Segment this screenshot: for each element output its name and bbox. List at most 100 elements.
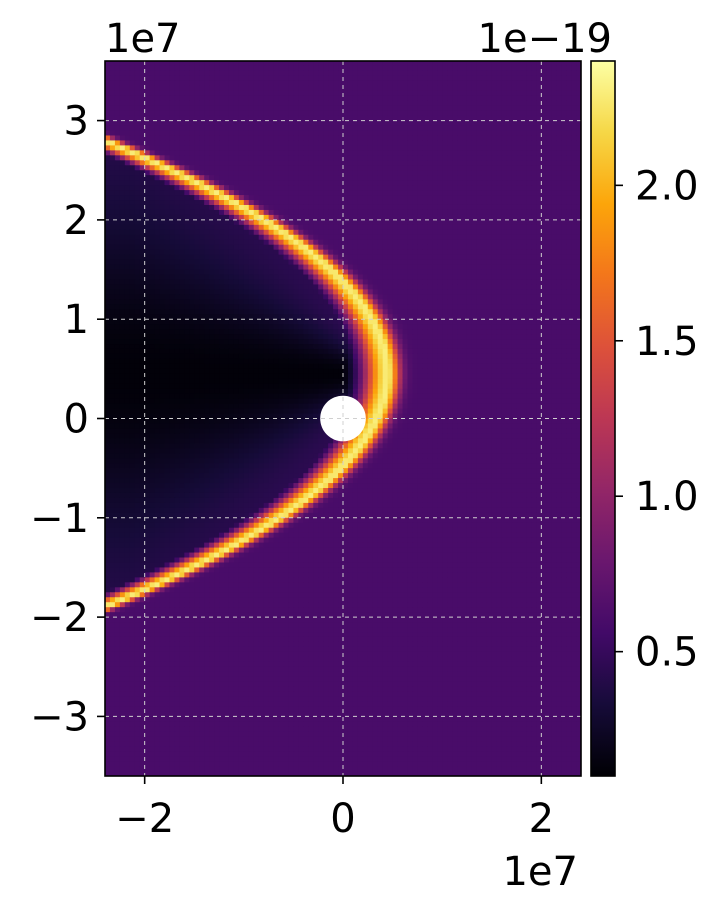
heatmap-cell — [357, 239, 364, 246]
heatmap-cell — [576, 195, 581, 201]
heatmap-cell — [402, 219, 409, 226]
heatmap-cell — [551, 115, 557, 122]
heatmap-cell — [417, 80, 423, 87]
heatmap-cell — [427, 145, 433, 151]
heatmap-cell — [233, 195, 240, 201]
heatmap-cell — [209, 204, 215, 211]
heatmap-cell — [258, 214, 265, 221]
heatmap-cell — [308, 289, 314, 295]
heatmap-cell — [486, 314, 493, 320]
heatmap-cell — [462, 180, 468, 186]
heatmap-cell — [105, 61, 111, 67]
heatmap-cell — [109, 195, 116, 201]
heatmap-cell — [159, 170, 166, 176]
heatmap-cell — [491, 160, 498, 166]
heatmap-cell — [119, 190, 126, 196]
heatmap-cell — [372, 264, 379, 271]
heatmap-cell — [536, 289, 542, 295]
heatmap-cell — [258, 145, 265, 151]
heatmap-cell — [204, 95, 210, 102]
heatmap-cell — [199, 239, 205, 246]
heatmap-cell — [219, 135, 225, 142]
heatmap-cell — [407, 269, 414, 276]
heatmap-cell — [481, 229, 488, 236]
heatmap-cell — [233, 239, 240, 246]
heatmap-cell — [392, 299, 399, 305]
heatmap-cell — [466, 170, 473, 176]
heatmap-cell — [397, 274, 404, 281]
heatmap-cell — [521, 209, 528, 216]
heatmap-cell — [214, 244, 220, 251]
heatmap-cell — [392, 279, 399, 286]
heatmap-cell — [561, 150, 567, 156]
heatmap-cell — [268, 185, 275, 191]
heatmap-cell — [541, 279, 547, 286]
heatmap-cell — [139, 95, 146, 102]
heatmap-cell — [362, 115, 369, 122]
heatmap-cell — [204, 274, 210, 281]
heatmap-cell — [253, 85, 260, 92]
heatmap-cell — [144, 314, 151, 320]
heatmap-cell — [184, 105, 190, 112]
heatmap-cell — [571, 244, 577, 251]
heatmap-cell — [184, 170, 190, 176]
heatmap-cell — [496, 110, 503, 117]
heatmap-cell — [427, 80, 433, 87]
heatmap-cell — [541, 175, 547, 181]
heatmap-cell — [338, 130, 344, 137]
heatmap-cell — [189, 125, 195, 132]
heatmap-cell — [551, 145, 557, 151]
heatmap-cell — [566, 75, 572, 82]
heatmap-cell — [471, 239, 478, 246]
heatmap-cell — [338, 244, 344, 251]
heatmap-cell — [248, 224, 255, 231]
heatmap-cell — [119, 130, 126, 137]
heatmap-cell — [462, 299, 468, 305]
heatmap-cell — [243, 314, 250, 320]
heatmap-cell — [228, 269, 235, 276]
heatmap-cell — [179, 214, 185, 221]
heatmap-cell — [437, 90, 443, 97]
heatmap-cell — [377, 185, 384, 191]
heatmap-cell — [536, 309, 542, 315]
heatmap-cell — [382, 304, 389, 310]
heatmap-cell — [293, 80, 299, 87]
heatmap-cell — [377, 65, 384, 72]
heatmap-cell — [526, 155, 533, 161]
heatmap-cell — [457, 120, 463, 127]
heatmap-cell — [263, 294, 270, 300]
heatmap-cell — [551, 279, 557, 286]
heatmap-cell — [333, 80, 339, 87]
heatmap-cell — [209, 115, 215, 122]
heatmap-cell — [189, 110, 195, 117]
heatmap-cell — [174, 140, 180, 147]
heatmap-cell — [362, 61, 369, 67]
heatmap-cell — [174, 130, 180, 137]
heatmap-cell — [566, 105, 572, 112]
heatmap-cell — [303, 70, 309, 77]
heatmap-cell — [382, 160, 389, 166]
heatmap-cell — [139, 249, 146, 256]
heatmap-cell — [263, 204, 270, 211]
heatmap-cell — [496, 219, 503, 226]
heatmap-cell — [546, 304, 552, 310]
heatmap-cell — [447, 269, 453, 276]
heatmap-cell — [496, 314, 503, 320]
heatmap-cell — [516, 309, 523, 315]
heatmap-cell — [169, 264, 176, 271]
heatmap-cell — [437, 284, 443, 291]
heatmap-cell — [556, 274, 562, 281]
heatmap-cell — [278, 309, 285, 315]
heatmap-cell — [298, 85, 304, 92]
heatmap-cell — [561, 105, 567, 112]
heatmap-cell — [228, 80, 235, 87]
heatmap-cell — [338, 110, 344, 117]
heatmap-cell — [516, 214, 523, 221]
heatmap-cell — [481, 160, 488, 166]
heatmap-cell — [159, 259, 166, 266]
heatmap-cell — [486, 145, 493, 151]
heatmap-cell — [323, 299, 329, 305]
heatmap-cell — [387, 110, 394, 117]
heatmap-cell — [114, 289, 121, 295]
heatmap-cell — [566, 200, 572, 206]
